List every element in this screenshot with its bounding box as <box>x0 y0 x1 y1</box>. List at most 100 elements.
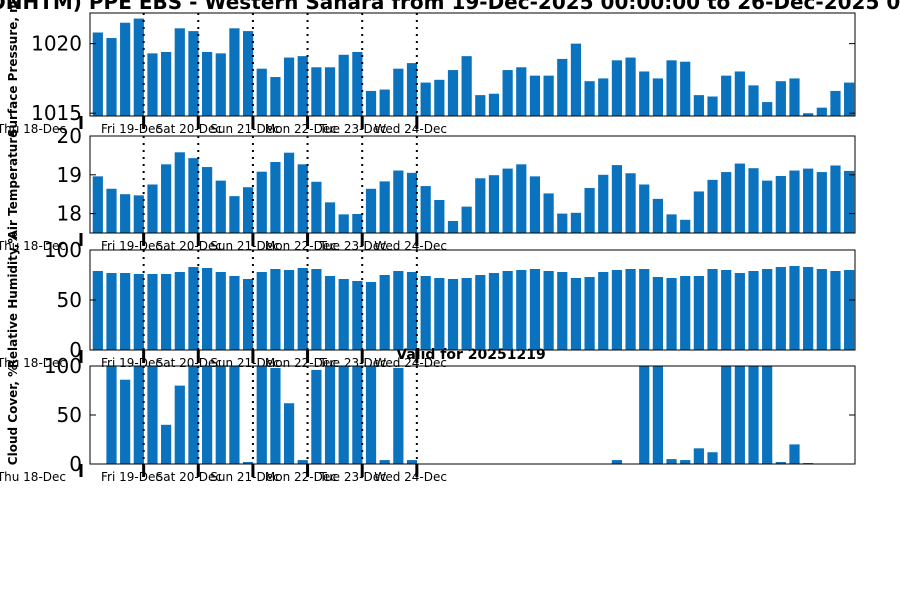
cloud-xtick-label: Sun 21-Dec <box>210 470 279 484</box>
humidity-xtick-label-first: Thu 18-Dec <box>0 356 66 370</box>
pressure-bar <box>161 51 172 116</box>
cloud-bar <box>680 460 691 464</box>
humidity-bar <box>352 281 363 350</box>
humidity-ylabel: Relative Humidity,% <box>6 232 20 369</box>
humidity-bar <box>420 276 431 350</box>
humidity-bar <box>830 271 841 350</box>
pressure-bar <box>502 70 513 116</box>
cloud-bar <box>215 366 226 464</box>
pressure-bar <box>215 53 226 116</box>
humidity-bar <box>652 277 663 350</box>
cloud-bar <box>652 366 663 464</box>
humidity-bar <box>762 269 773 350</box>
cloud-bar <box>106 366 117 464</box>
cloud-bar <box>789 444 800 464</box>
humidity-bar <box>803 267 814 350</box>
humidity-bar <box>666 278 677 350</box>
pressure-xtick-label: Sun 21-Dec <box>210 122 279 136</box>
pressure-bar <box>420 82 431 116</box>
pressure-bar <box>543 75 554 116</box>
temperature-bar <box>803 168 814 233</box>
temperature-bar <box>502 168 513 233</box>
temperature-bar <box>516 164 527 233</box>
cloud-bar <box>762 366 773 464</box>
temperature-bar <box>270 162 281 233</box>
temperature-bar <box>639 184 650 233</box>
temperature-bar <box>447 220 459 233</box>
humidity-bar <box>270 269 281 350</box>
temperature-bar <box>147 184 158 233</box>
cloud-bar <box>270 367 281 464</box>
humidity-bar <box>529 269 541 350</box>
humidity-bar <box>379 275 390 350</box>
temperature-bar <box>420 186 431 233</box>
temperature-bar <box>475 178 486 233</box>
temperature-xtick-label: Wed 24-Dec <box>374 239 447 253</box>
humidity-bar <box>120 273 131 350</box>
temperature-xtick-label: Fri 19-Dec <box>101 239 162 253</box>
cloud-bar <box>352 366 363 464</box>
humidity-bar <box>133 274 144 350</box>
cloud-bar <box>775 462 786 464</box>
temperature-bar <box>283 152 295 233</box>
pressure-bar <box>707 96 718 116</box>
humidity-bar <box>92 271 103 350</box>
pressure-bar <box>174 28 185 117</box>
humidity-bar <box>844 270 855 350</box>
cloud-xtick-label-first: Thu 18-Dec <box>0 470 66 484</box>
temperature-bar <box>242 187 254 233</box>
pressure-bar <box>625 57 636 116</box>
humidity-bar <box>147 274 158 350</box>
cloud-bar <box>242 462 254 464</box>
temperature-bar <box>543 193 554 233</box>
temperature-bar <box>161 164 172 233</box>
humidity-bar <box>215 272 226 350</box>
pressure-bar <box>106 38 117 116</box>
cloud-bar <box>297 460 308 464</box>
cloud-ytick-label: 50 <box>57 403 82 427</box>
cloud-xtick-label: Wed 24-Dec <box>374 470 447 484</box>
pressure-bar <box>406 63 418 116</box>
temperature-bar <box>229 196 240 233</box>
temperature-bar <box>748 168 759 233</box>
temperature-bar <box>256 171 267 233</box>
temperature-bar <box>830 165 841 233</box>
pressure-bar <box>516 67 527 116</box>
cloud-bar <box>174 385 185 464</box>
cloud-bar <box>202 366 213 464</box>
cloud-bar <box>147 366 158 464</box>
pressure-bar <box>775 81 786 116</box>
cloud-bar <box>324 366 336 464</box>
temperature-bar <box>721 172 732 233</box>
humidity-ytick-label: 50 <box>57 288 82 312</box>
humidity-bar <box>161 274 172 350</box>
cloud-bar <box>338 366 349 464</box>
humidity-ytick-label: 0 <box>69 338 82 362</box>
pressure-bar <box>611 60 623 116</box>
temperature-bar <box>311 181 322 233</box>
pressure-bar <box>365 90 377 116</box>
pressure-bar <box>352 51 363 116</box>
pressure-ytick-label: 1015 <box>31 101 82 125</box>
temperature-ytick-label: 20 <box>57 124 82 148</box>
temperature-bar <box>406 172 418 233</box>
pressure-bar <box>120 22 131 117</box>
cloud-ytick-label: 100 <box>44 354 82 378</box>
temperature-bar <box>215 180 226 233</box>
temperature-bar <box>120 194 131 233</box>
cloud-bar <box>393 367 404 464</box>
temperature-bar <box>92 176 103 233</box>
pressure-bar <box>447 70 459 116</box>
humidity-bar <box>311 269 322 350</box>
pressure-bar <box>789 78 800 116</box>
humidity-ytick-label: 100 <box>44 238 82 262</box>
pressure-bar <box>338 54 349 116</box>
pressure-xtick-label: Tue 23-Dec <box>319 122 387 136</box>
humidity-bar <box>406 272 418 350</box>
humidity-bar <box>775 267 786 350</box>
temperature-bar <box>666 214 677 233</box>
page-title: eCSA (ONHTM) PPE EBS - Western Sahara fr… <box>0 0 900 14</box>
pressure-xtick-label: Mon 22-Dec <box>265 122 337 136</box>
